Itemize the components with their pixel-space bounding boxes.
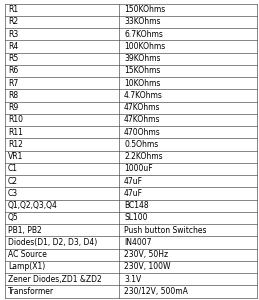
Text: 39KOhms: 39KOhms (124, 54, 161, 63)
Text: R4: R4 (8, 42, 18, 51)
Text: 3.1V: 3.1V (124, 275, 141, 284)
Text: SL100: SL100 (124, 214, 148, 223)
Text: R3: R3 (8, 30, 18, 39)
Text: 6.7KOhms: 6.7KOhms (124, 30, 163, 39)
Text: R7: R7 (8, 79, 18, 88)
Text: R6: R6 (8, 67, 18, 76)
Text: C1: C1 (8, 164, 18, 173)
Text: 230V, 50Hz: 230V, 50Hz (124, 250, 168, 259)
Text: 47uF: 47uF (124, 189, 143, 198)
Text: R1: R1 (8, 5, 18, 14)
Text: R8: R8 (8, 91, 18, 100)
Text: 150KOhms: 150KOhms (124, 5, 165, 14)
Text: 230V, 100W: 230V, 100W (124, 262, 171, 272)
Text: 4.7KOhms: 4.7KOhms (124, 91, 163, 100)
Text: 15KOhms: 15KOhms (124, 67, 161, 76)
Text: 47uF: 47uF (124, 177, 143, 186)
Text: 1000uF: 1000uF (124, 164, 153, 173)
Text: 2.2KOhms: 2.2KOhms (124, 152, 163, 161)
Text: AC Source: AC Source (8, 250, 47, 259)
Text: Q5: Q5 (8, 214, 19, 223)
Text: C2: C2 (8, 177, 18, 186)
Text: R5: R5 (8, 54, 18, 63)
Text: 47KOhms: 47KOhms (124, 116, 161, 124)
Text: R12: R12 (8, 140, 23, 149)
Text: VR1: VR1 (8, 152, 23, 161)
Text: IN4007: IN4007 (124, 238, 152, 247)
Text: BC148: BC148 (124, 201, 149, 210)
Text: C3: C3 (8, 189, 18, 198)
Text: R10: R10 (8, 116, 23, 124)
Text: 33KOhms: 33KOhms (124, 17, 161, 26)
Text: Push button Switches: Push button Switches (124, 226, 207, 235)
Text: 10KOhms: 10KOhms (124, 79, 161, 88)
Text: Transformer: Transformer (8, 287, 54, 296)
Text: Lamp(X1): Lamp(X1) (8, 262, 45, 272)
Text: 470Ohms: 470Ohms (124, 128, 161, 137)
Text: PB1, PB2: PB1, PB2 (8, 226, 41, 235)
Text: R9: R9 (8, 103, 18, 112)
Text: Zener Diodes,ZD1 &ZD2: Zener Diodes,ZD1 &ZD2 (8, 275, 102, 284)
Text: 47KOhms: 47KOhms (124, 103, 161, 112)
Text: R11: R11 (8, 128, 23, 137)
Text: 0.5Ohms: 0.5Ohms (124, 140, 158, 149)
Text: 100KOhms: 100KOhms (124, 42, 165, 51)
Text: Q1,Q2,Q3,Q4: Q1,Q2,Q3,Q4 (8, 201, 58, 210)
Text: R2: R2 (8, 17, 18, 26)
Text: Diodes(D1, D2, D3, D4): Diodes(D1, D2, D3, D4) (8, 238, 97, 247)
Text: 230/12V, 500mA: 230/12V, 500mA (124, 287, 188, 296)
